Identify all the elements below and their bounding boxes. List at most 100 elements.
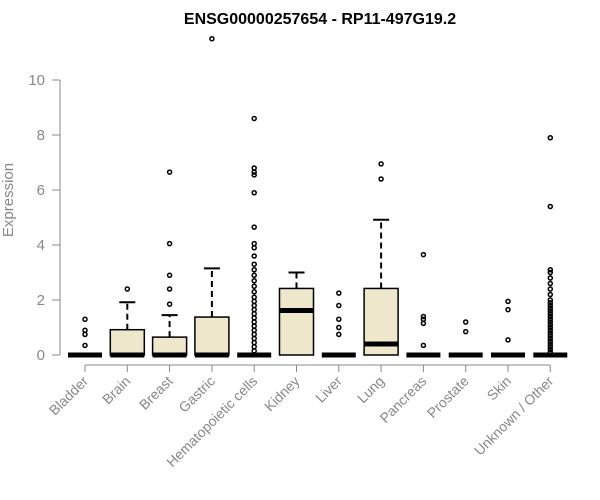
outlier-point <box>547 341 554 347</box>
outlier-point <box>251 172 257 178</box>
box-kidney <box>278 271 315 356</box>
x-tick-label: Pancreas <box>376 373 429 426</box>
outlier-point <box>505 298 511 305</box>
outlier-point <box>547 316 554 322</box>
outlier-point <box>166 272 173 278</box>
y-tick-label: 4 <box>37 237 45 254</box>
outlier-point <box>547 344 554 350</box>
outlier-point <box>547 333 554 339</box>
x-tick-label: Kidney <box>261 373 303 415</box>
outlier-point <box>336 290 342 296</box>
y-tick-label: 6 <box>37 182 45 199</box>
outlier-point <box>336 316 342 322</box>
outlier-point <box>166 169 173 175</box>
outlier-point <box>547 330 554 336</box>
outlier-point <box>547 300 554 306</box>
outlier-point <box>378 176 384 182</box>
box-liver <box>321 290 356 358</box>
box-lung <box>363 161 399 356</box>
box-hematopoietic-cells <box>237 115 272 358</box>
outlier-point <box>547 275 554 281</box>
outlier-point <box>547 267 554 273</box>
outlier-point <box>251 253 257 259</box>
y-tick-label: 8 <box>37 127 45 144</box>
y-axis: 0 2 4 6 8 10 <box>28 72 61 364</box>
x-tick-label: Liver <box>312 373 345 406</box>
box-bladder <box>68 316 102 358</box>
x-tick-label: Brain <box>99 373 133 407</box>
outlier-point <box>547 305 554 311</box>
outlier-point <box>547 311 554 317</box>
box-unknown-other <box>533 135 568 358</box>
outlier-point <box>547 291 554 298</box>
outlier-point <box>547 135 554 141</box>
outlier-point <box>336 302 342 309</box>
outlier-point <box>547 335 554 342</box>
outlier-point <box>251 283 257 289</box>
iqr-box <box>278 287 315 356</box>
x-tick-label: Bladder <box>46 373 92 419</box>
iqr-box <box>109 328 146 356</box>
x-tick-label: Lung <box>354 373 387 406</box>
outlier-point <box>547 319 554 325</box>
outlier-point <box>251 224 257 230</box>
outlier-point <box>82 342 88 349</box>
outlier-point <box>547 338 554 344</box>
box-prostate <box>448 319 483 358</box>
box-pancreas <box>406 251 441 358</box>
outlier-point <box>166 301 173 307</box>
iqr-box <box>194 316 230 356</box>
outlier-point <box>378 161 384 167</box>
outlier-point <box>336 324 342 331</box>
outlier-point <box>547 302 554 309</box>
y-axis-label: Expression <box>0 163 17 237</box>
iqr-box <box>151 336 188 356</box>
outlier-point <box>251 165 257 171</box>
outlier-point <box>166 286 173 292</box>
outlier-point <box>209 36 215 42</box>
outlier-point <box>462 328 469 335</box>
outlier-point <box>547 313 554 320</box>
outlier-point <box>420 342 427 349</box>
x-tick-label: Breast <box>136 373 176 413</box>
outlier-point <box>547 327 554 333</box>
box-skin <box>491 298 525 358</box>
outlier-point <box>420 313 427 320</box>
outlier-point <box>547 269 554 276</box>
outlier-point <box>547 280 554 287</box>
outlier-point <box>251 240 257 247</box>
box-gastric <box>194 36 230 358</box>
y-tick-label: 10 <box>28 72 45 89</box>
box-brain <box>109 286 146 358</box>
y-tick-label: 2 <box>37 292 45 309</box>
outlier-point <box>547 346 554 353</box>
outlier-point <box>82 327 88 333</box>
outlier-point <box>462 319 469 325</box>
outlier-point <box>251 190 257 196</box>
outlier-point <box>547 286 554 292</box>
x-tick-label: Prostate <box>424 373 472 421</box>
outlier-point <box>547 308 554 314</box>
outlier-point <box>251 272 257 278</box>
outlier-point <box>251 115 257 122</box>
outlier-point <box>251 294 257 300</box>
outlier-point <box>505 306 511 313</box>
outlier-point <box>124 286 131 292</box>
plot-area <box>68 36 568 358</box>
outlier-point <box>82 316 88 322</box>
outlier-point <box>547 349 554 355</box>
outlier-point <box>547 324 554 331</box>
outlier-point <box>547 322 554 328</box>
outlier-point <box>547 297 554 303</box>
outlier-point <box>547 203 554 210</box>
x-tick-label: Unknown / Other <box>471 373 557 459</box>
outlier-point <box>505 337 511 343</box>
outlier-point <box>251 278 257 284</box>
outlier-point <box>251 261 257 267</box>
y-tick-label: 0 <box>37 347 45 364</box>
chart-title: ENSG00000257654 - RP11-497G19.2 <box>184 11 456 28</box>
outlier-point <box>336 331 342 338</box>
